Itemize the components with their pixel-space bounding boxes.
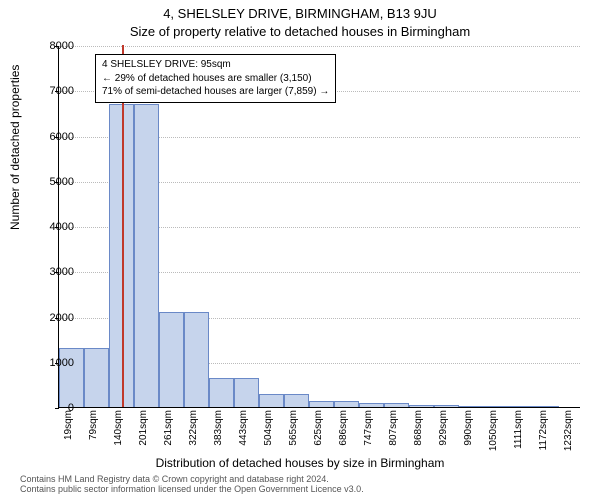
annotation-line1: 4 SHELSLEY DRIVE: 95sqm bbox=[102, 58, 329, 72]
gridline bbox=[59, 46, 580, 47]
xtick-label: 504sqm bbox=[263, 410, 274, 460]
annotation-box: 4 SHELSLEY DRIVE: 95sqm ← 29% of detache… bbox=[95, 54, 336, 103]
histogram-bar bbox=[84, 348, 109, 407]
ytick-label: 1000 bbox=[34, 357, 74, 369]
histogram-bar bbox=[134, 104, 159, 407]
histogram-bar bbox=[284, 394, 309, 407]
histogram-bar bbox=[359, 403, 384, 407]
xtick-label: 990sqm bbox=[463, 410, 474, 460]
xtick-label: 201sqm bbox=[138, 410, 149, 460]
xtick-label: 807sqm bbox=[388, 410, 399, 460]
chart-title-line2: Size of property relative to detached ho… bbox=[0, 24, 600, 39]
caption: Contains HM Land Registry data © Crown c… bbox=[20, 474, 580, 495]
xtick-label: 79sqm bbox=[88, 410, 99, 460]
histogram-bar bbox=[434, 405, 459, 407]
histogram-bar bbox=[484, 406, 509, 407]
xtick-label: 868sqm bbox=[413, 410, 424, 460]
histogram-bar bbox=[184, 312, 209, 407]
xtick-label: 747sqm bbox=[363, 410, 374, 460]
histogram-bar bbox=[334, 401, 359, 407]
ytick-label: 2000 bbox=[34, 312, 74, 324]
xtick-label: 261sqm bbox=[163, 410, 174, 460]
histogram-bar bbox=[534, 406, 559, 407]
histogram-bar bbox=[409, 405, 434, 407]
y-axis-label: Number of detached properties bbox=[8, 65, 22, 230]
annotation-line2: ← 29% of detached houses are smaller (3,… bbox=[102, 72, 329, 86]
ytick-label: 7000 bbox=[34, 85, 74, 97]
histogram-bar bbox=[309, 401, 334, 407]
histogram-bar bbox=[509, 406, 534, 407]
xtick-label: 1050sqm bbox=[488, 410, 499, 460]
xtick-label: 19sqm bbox=[63, 410, 74, 460]
histogram-bar bbox=[459, 406, 484, 407]
xtick-label: 322sqm bbox=[188, 410, 199, 460]
ytick-label: 4000 bbox=[34, 221, 74, 233]
histogram-bar bbox=[209, 378, 234, 407]
xtick-label: 1111sqm bbox=[513, 410, 524, 460]
caption-line2: Contains public sector information licen… bbox=[20, 484, 364, 494]
xtick-label: 383sqm bbox=[213, 410, 224, 460]
xtick-label: 1172sqm bbox=[538, 410, 549, 460]
histogram-bar bbox=[159, 312, 184, 407]
xtick-label: 565sqm bbox=[288, 410, 299, 460]
xtick-label: 686sqm bbox=[338, 410, 349, 460]
chart-title-line1: 4, SHELSLEY DRIVE, BIRMINGHAM, B13 9JU bbox=[0, 6, 600, 21]
xtick-label: 443sqm bbox=[238, 410, 249, 460]
ytick-label: 3000 bbox=[34, 266, 74, 278]
chart-container: 4, SHELSLEY DRIVE, BIRMINGHAM, B13 9JU S… bbox=[0, 0, 600, 500]
ytick-label: 6000 bbox=[34, 131, 74, 143]
annotation-line3: 71% of semi-detached houses are larger (… bbox=[102, 85, 329, 99]
histogram-bar bbox=[384, 403, 409, 407]
histogram-bar bbox=[259, 394, 284, 407]
xtick-label: 929sqm bbox=[438, 410, 449, 460]
ytick-label: 5000 bbox=[34, 176, 74, 188]
caption-line1: Contains HM Land Registry data © Crown c… bbox=[20, 474, 329, 484]
xtick-label: 625sqm bbox=[313, 410, 324, 460]
xtick-label: 1232sqm bbox=[563, 410, 574, 460]
xtick-label: 140sqm bbox=[113, 410, 124, 460]
ytick-label: 8000 bbox=[34, 40, 74, 52]
histogram-bar bbox=[234, 378, 259, 407]
